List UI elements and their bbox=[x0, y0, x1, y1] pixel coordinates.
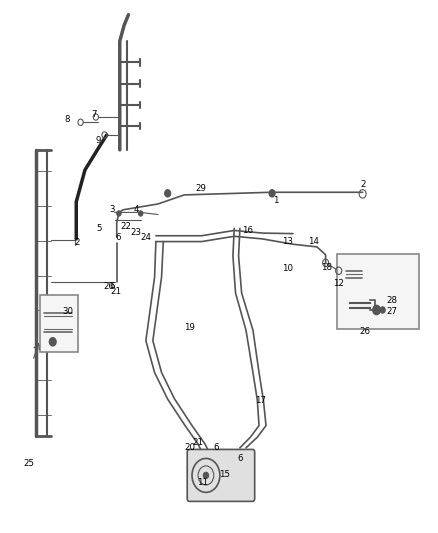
Text: 14: 14 bbox=[308, 237, 319, 246]
FancyBboxPatch shape bbox=[187, 449, 254, 502]
Text: 25: 25 bbox=[23, 459, 34, 469]
Text: 20: 20 bbox=[184, 443, 195, 453]
Text: 13: 13 bbox=[282, 237, 293, 246]
Circle shape bbox=[165, 190, 171, 197]
Text: 10: 10 bbox=[282, 264, 293, 272]
Text: 17: 17 bbox=[255, 395, 266, 405]
Text: 5: 5 bbox=[96, 224, 102, 233]
Bar bbox=[40, 295, 78, 352]
Text: 6: 6 bbox=[237, 454, 243, 463]
Text: 21: 21 bbox=[110, 287, 121, 296]
Text: 22: 22 bbox=[120, 222, 131, 231]
Text: 6: 6 bbox=[213, 443, 219, 453]
Text: 1: 1 bbox=[273, 196, 278, 205]
Text: 15: 15 bbox=[219, 470, 230, 479]
Text: 6: 6 bbox=[110, 282, 115, 291]
Circle shape bbox=[117, 211, 121, 216]
Circle shape bbox=[373, 305, 381, 315]
Text: 6: 6 bbox=[115, 233, 121, 242]
Text: 2: 2 bbox=[360, 180, 365, 189]
Circle shape bbox=[49, 337, 56, 346]
Text: 12: 12 bbox=[333, 279, 344, 288]
Circle shape bbox=[138, 211, 143, 216]
Text: 30: 30 bbox=[62, 307, 73, 316]
Text: 9: 9 bbox=[95, 136, 101, 145]
Text: 23: 23 bbox=[130, 228, 141, 237]
Text: 2: 2 bbox=[75, 238, 80, 247]
Text: 16: 16 bbox=[242, 226, 253, 235]
Text: 19: 19 bbox=[184, 323, 195, 332]
Text: 21: 21 bbox=[193, 438, 204, 447]
Text: 3: 3 bbox=[110, 205, 115, 214]
Text: 29: 29 bbox=[195, 183, 206, 192]
Bar bbox=[337, 254, 419, 329]
Circle shape bbox=[269, 190, 275, 197]
Text: 11: 11 bbox=[197, 478, 208, 487]
Text: 20: 20 bbox=[104, 282, 115, 291]
Text: 27: 27 bbox=[387, 307, 398, 316]
Text: 8: 8 bbox=[64, 115, 69, 124]
Circle shape bbox=[380, 307, 385, 313]
Text: 4: 4 bbox=[134, 205, 139, 214]
Text: 24: 24 bbox=[141, 233, 152, 242]
Text: 26: 26 bbox=[359, 327, 370, 336]
Text: 18: 18 bbox=[321, 263, 332, 272]
Text: 28: 28 bbox=[387, 296, 398, 305]
Text: 7: 7 bbox=[91, 110, 96, 119]
Circle shape bbox=[203, 472, 208, 479]
